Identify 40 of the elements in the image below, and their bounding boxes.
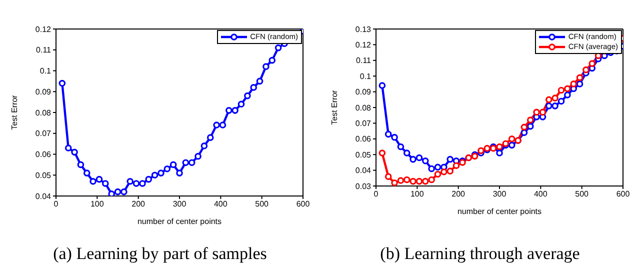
y-tick-label: 0.03 [355, 182, 372, 191]
y-axis-title: Test Error [330, 90, 339, 125]
x-tick-label: 600 [296, 200, 310, 209]
y-tick-label: 0.09 [35, 87, 52, 96]
x-tick-label: 100 [90, 200, 104, 209]
y-tick-label: 0.05 [355, 150, 372, 160]
x-tick-label: 400 [214, 200, 228, 209]
x-tick-label: 500 [575, 190, 590, 199]
x-tick-label: 0 [54, 200, 59, 209]
text: (b) Learning through average [380, 244, 580, 264]
y-tick-label: 0.06 [355, 134, 372, 144]
y-tick-label: 0.1 [360, 72, 372, 81]
y-tick-label: 0.04 [35, 192, 52, 201]
y-tick-label: 0.09 [355, 88, 372, 97]
x-tick-label: 600 [616, 190, 630, 199]
y-tick-label: 0.05 [35, 170, 52, 180]
x-tick-label: 500 [255, 200, 270, 209]
x-tick-label: 300 [492, 190, 507, 199]
x-tick-label: 0 [374, 190, 379, 199]
y-tick-label: 0.11 [356, 56, 372, 66]
y-tick-label: 0.12 [355, 40, 372, 50]
y-tick-label: 0.1 [40, 66, 52, 76]
y-tick-label: 0.08 [355, 103, 372, 112]
y-tick-label: 0.07 [35, 129, 52, 138]
x-axis-title: number of center points [457, 207, 542, 216]
x-axis-title: number of center points [137, 217, 222, 226]
y-axis-title: Test Error [10, 94, 19, 130]
x-tick-label: 300 [172, 200, 187, 209]
x-tick-label: 400 [534, 190, 548, 199]
y-tick-label: 0.11 [36, 46, 52, 55]
x-tick-label: 200 [132, 200, 146, 209]
text: (a) Learning by part of samples [53, 244, 267, 264]
y-tick-label: 0.12 [35, 24, 52, 34]
y-tick-label: 0.08 [35, 108, 52, 118]
y-tick-label: 0.07 [355, 119, 372, 128]
x-tick-label: 200 [452, 190, 466, 199]
y-tick-label: 0.06 [35, 150, 52, 160]
y-tick-label: 0.13 [355, 24, 372, 34]
y-tick-label: 0.04 [355, 166, 372, 176]
x-tick-label: 100 [410, 190, 424, 199]
